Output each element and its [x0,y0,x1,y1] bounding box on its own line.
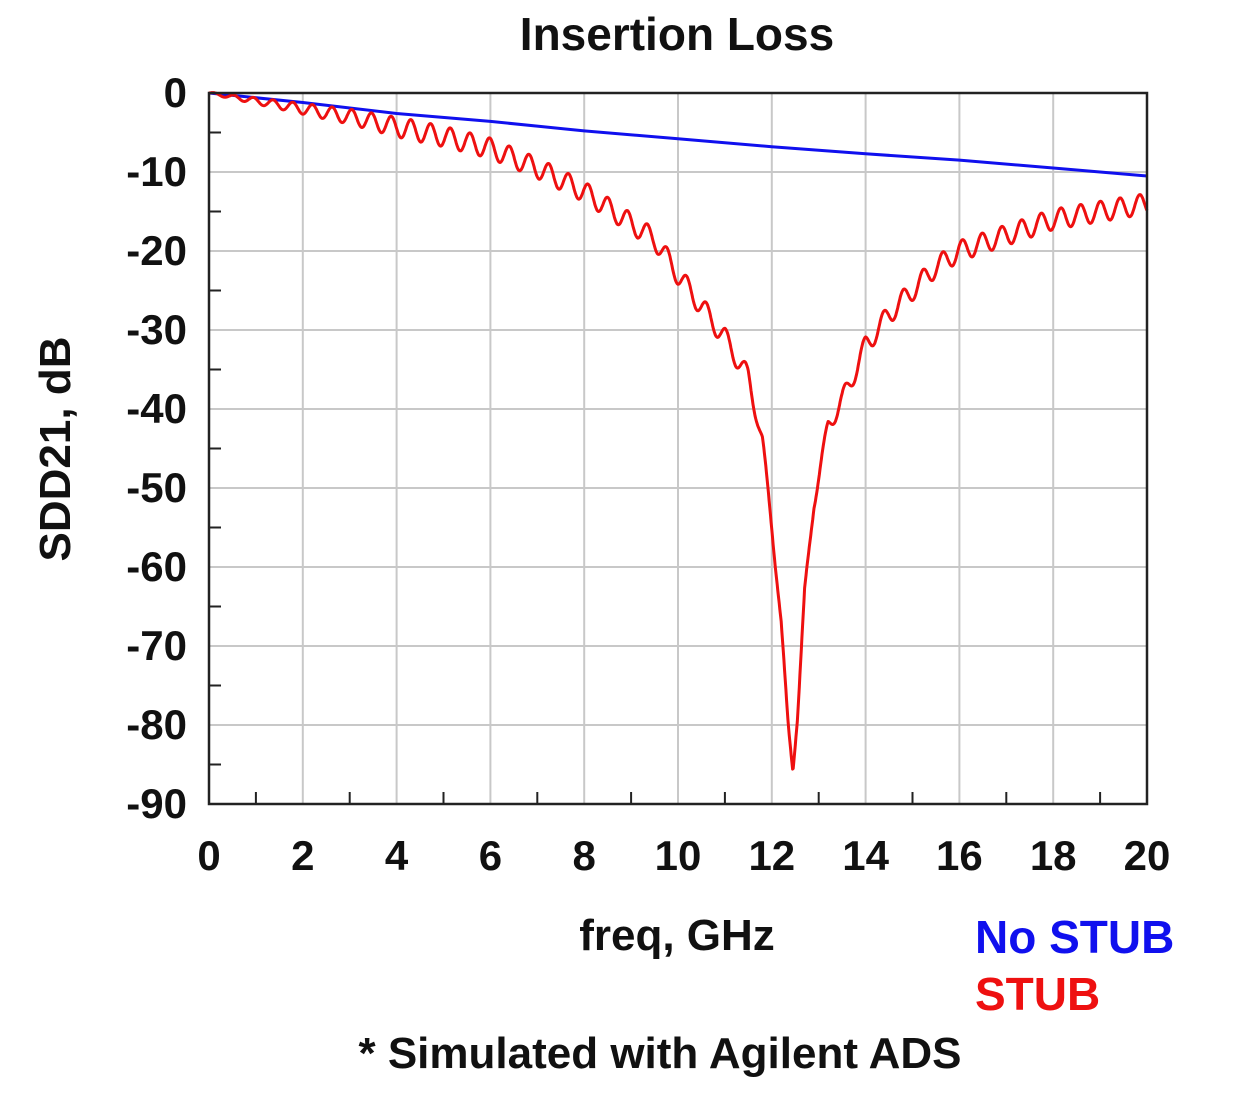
legend-stub: STUB [975,968,1100,1020]
y-axis-label: SDD21, dB [31,337,80,562]
series-line-no-stub [208,91,1148,178]
x-tick-label: 8 [573,832,596,879]
y-tick-label: -10 [126,148,187,195]
grid-layer [209,93,1147,804]
x-tick-labels: 0 2 4 6 8 10 12 14 16 18 20 [197,832,1170,879]
y-tick-label: -70 [126,622,187,669]
y-tick-label: -30 [126,306,187,353]
y-tick-label: -40 [126,385,187,432]
x-tick-label: 14 [842,832,889,879]
x-tick-label: 16 [936,832,983,879]
x-tick-label: 4 [385,832,409,879]
y-tick-label: -60 [126,543,187,590]
chart-title: Insertion Loss [520,8,834,60]
plot-frame [207,91,1149,806]
y-tick-label: -80 [126,701,187,748]
minor-ticks [209,131,1102,804]
x-tick-label: 20 [1124,832,1171,879]
series-line-stub [208,91,1149,771]
y-tick-label: -50 [126,464,187,511]
x-tick-label: 6 [479,832,502,879]
x-axis-label: freq, GHz [579,911,775,960]
x-tick-label: 12 [748,832,795,879]
footnote: * Simulated with Agilent ADS [358,1029,961,1078]
x-tick-label: 10 [655,832,702,879]
x-tick-label: 18 [1030,832,1077,879]
y-tick-label: 0 [164,69,187,116]
x-tick-label: 2 [291,832,314,879]
y-tick-labels: 0 -10 -20 -30 -40 -50 -60 -70 -80 -90 [126,69,187,827]
x-tick-label: 0 [197,832,220,879]
series-layer [208,91,1149,771]
y-tick-label: -20 [126,227,187,274]
y-tick-label: -90 [126,780,187,827]
legend-no-stub: No STUB [975,911,1174,963]
